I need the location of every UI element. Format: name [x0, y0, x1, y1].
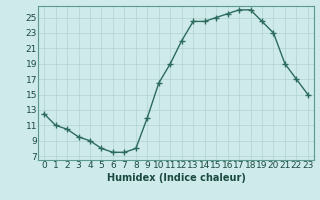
X-axis label: Humidex (Indice chaleur): Humidex (Indice chaleur) — [107, 173, 245, 183]
